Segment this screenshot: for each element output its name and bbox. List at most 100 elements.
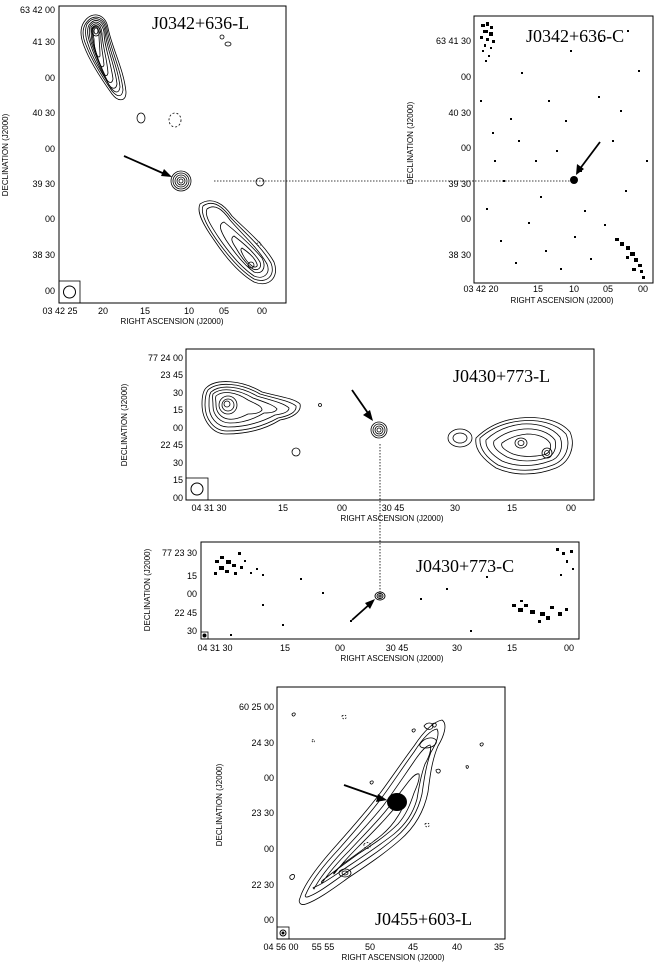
x-tick-label: 30 [452,643,462,653]
x-tick-label: 00 [337,503,347,513]
y-tick-label: 63 42 00 [20,5,55,15]
x-tick-label: 15 [507,643,517,653]
beam-marker [200,631,209,640]
x-tick-label: 35 [494,942,504,952]
x-tick-label: 55 55 [312,942,335,952]
lobe-contours [80,14,127,101]
x-axis-label: RIGHT ASCENSION (J2000) [342,953,445,962]
y-tick-label: 00 [45,73,55,83]
y-tick-label: 00 [45,214,55,224]
x-tick-label: 15 [280,643,290,653]
y-tick-label: 00 [45,144,55,154]
y-tick-label: 38 30 [448,250,471,260]
panel-j0455-l: J0455+603-L 04 56 00 55 55 50 45 40 35 6… [215,686,506,962]
arrow-icon [576,141,601,175]
y-tick-labels: 77 23 30 15 00 22 45 30 [162,548,197,636]
x-tick-label: 15 [278,503,288,513]
panel-frame [473,15,654,284]
y-tick-label: 15 [173,405,183,415]
y-tick-label: 00 [187,589,197,599]
y-tick-label: 22 30 [251,880,274,890]
x-tick-label: 00 [564,643,574,653]
x-tick-label: 10 [184,306,194,316]
y-tick-label: 30 [173,388,183,398]
beam-marker [185,477,209,501]
y-tick-label: 23 30 [251,808,274,818]
lobe-contours [201,381,322,457]
y-tick-label: 40 30 [448,108,471,118]
x-tick-label: 03 42 20 [463,284,498,294]
y-tick-label: 22 45 [174,608,197,618]
y-axis-label: DECLINATION (J2000) [406,101,415,184]
y-tick-label: 24 30 [251,738,274,748]
x-tick-labels: 03 42 25 20 15 10 05 00 [42,306,267,316]
x-tick-label: 15 [140,306,150,316]
y-axis-label: DECLINATION (J2000) [120,383,129,466]
panel-j0430-l: J0430+773-L 04 31 30 15 00 30 45 30 15 0… [120,348,595,523]
x-tick-label: 30 [450,503,460,513]
y-tick-label: 15 [187,571,197,581]
minor-contours [136,34,265,187]
lobe-contours [447,417,573,475]
x-tick-label: 04 31 30 [191,503,226,513]
x-axis-label: RIGHT ASCENSION (J2000) [511,296,614,305]
x-tick-label: 30 45 [386,643,409,653]
y-tick-labels: 77 24 00 23 45 30 15 00 22 45 30 15 00 [148,353,183,503]
core-contours [370,421,388,439]
y-tick-label: 15 [173,475,183,485]
core-contours [374,591,386,601]
x-tick-label: 50 [365,942,375,952]
x-tick-labels: 04 31 30 15 00 30 45 30 15 00 [197,643,574,653]
lobe-contours [198,200,276,285]
panel-frame [185,348,595,501]
panel-title: J0430+773-C [416,556,514,576]
x-tick-label: 00 [566,503,576,513]
arrow-icon [343,784,387,802]
x-tick-labels: 03 42 20 15 10 05 00 [463,284,648,294]
x-tick-label: 15 [507,503,517,513]
x-tick-label: 05 [219,306,229,316]
x-tick-label: 05 [603,284,613,294]
beam-marker [276,926,290,940]
panel-j0430-c: J0430+773-C 04 31 30 15 00 30 45 30 15 0… [143,541,580,663]
panel-frame [276,686,506,940]
x-tick-label: 03 42 25 [42,306,77,316]
y-tick-label: 60 25 00 [239,702,274,712]
beam-marker [58,280,81,304]
panel-j0342-l: J0342+636-L 03 42 25 20 15 10 05 00 63 4… [1,5,287,326]
y-tick-label: 00 [173,423,183,433]
panel-title: J0342+636-C [526,26,624,46]
x-tick-labels: 04 31 30 15 00 30 45 30 15 00 [191,503,576,513]
y-tick-label: 30 [187,626,197,636]
y-tick-label: 00 [461,143,471,153]
y-tick-label: 00 [173,493,183,503]
panel-title: J0342+636-L [152,13,249,33]
y-tick-label: 00 [461,72,471,82]
arrow-icon [351,389,373,421]
y-axis-label: DECLINATION (J2000) [143,548,152,631]
x-axis-label: RIGHT ASCENSION (J2000) [121,317,224,326]
panel-frame [200,541,580,640]
x-tick-label: 45 [408,942,418,952]
x-axis-label: RIGHT ASCENSION (J2000) [341,654,444,663]
y-tick-label: 00 [461,214,471,224]
arrow-icon [351,599,375,621]
y-tick-labels: 63 42 00 41 30 00 40 30 00 39 30 00 38 3… [20,5,55,296]
y-tick-labels: 60 25 00 24 30 00 23 30 00 22 30 00 [239,702,274,925]
y-tick-label: 77 23 30 [162,548,197,558]
x-tick-labels: 04 56 00 55 55 50 45 40 35 [263,942,504,952]
x-tick-label: 00 [257,306,267,316]
x-tick-label: 04 56 00 [263,942,298,952]
y-tick-label: 38 30 [32,250,55,260]
x-tick-label: 40 [452,942,462,952]
panel-frame [58,5,287,304]
x-tick-label: 20 [98,306,108,316]
y-axis-label: DECLINATION (J2000) [215,763,224,846]
y-tick-label: 00 [264,915,274,925]
panel-j0342-c: J0342+636-C 03 42 20 15 10 05 00 63 41 3… [406,15,654,305]
x-axis-label: RIGHT ASCENSION (J2000) [341,514,444,523]
y-tick-label: 40 30 [32,108,55,118]
jet-contours [289,712,484,905]
core-contours [387,793,407,811]
y-tick-label: 77 24 00 [148,353,183,363]
